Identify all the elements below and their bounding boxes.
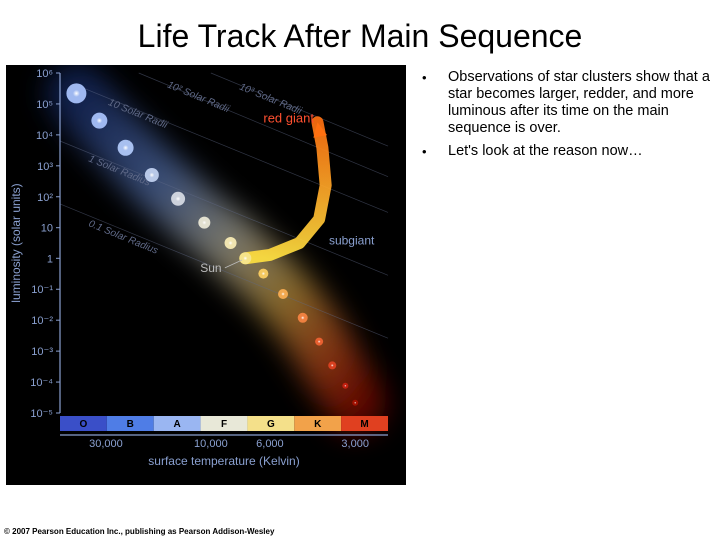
bullet-item: •Let's look at the reason now…	[422, 143, 710, 160]
svg-text:M: M	[360, 419, 368, 430]
bullet-text: Observations of star clusters show that …	[448, 69, 710, 137]
svg-text:10²: 10²	[37, 192, 53, 204]
svg-text:10⁻¹: 10⁻¹	[31, 284, 53, 296]
svg-text:luminosity (solar units): luminosity (solar units)	[9, 183, 23, 302]
svg-text:surface temperature (Kelvin): surface temperature (Kelvin)	[148, 454, 299, 468]
svg-text:1: 1	[47, 253, 53, 265]
svg-text:10⁻⁴: 10⁻⁴	[30, 377, 53, 389]
svg-text:10⁻²: 10⁻²	[31, 315, 53, 327]
bullet-item: •Observations of star clusters show that…	[422, 69, 710, 137]
svg-text:K: K	[314, 419, 322, 430]
svg-text:10⁶: 10⁶	[36, 68, 53, 80]
svg-text:10⁻³: 10⁻³	[31, 346, 53, 358]
svg-text:10⁻⁵: 10⁻⁵	[30, 408, 53, 420]
svg-text:O: O	[80, 419, 88, 430]
svg-text:subgiant: subgiant	[329, 234, 375, 248]
bullet-symbol: •	[422, 143, 448, 160]
svg-text:6,000: 6,000	[256, 438, 284, 450]
svg-text:10,000: 10,000	[194, 438, 228, 450]
svg-text:A: A	[174, 419, 181, 430]
hr-diagram-svg: 10² Solar Radii10³ Solar Radii10 Solar R…	[6, 65, 406, 485]
svg-text:10³: 10³	[37, 161, 53, 173]
svg-text:30,000: 30,000	[89, 438, 123, 450]
svg-text:Sun: Sun	[200, 261, 221, 275]
svg-text:B: B	[127, 419, 134, 430]
svg-text:10⁴: 10⁴	[36, 130, 53, 142]
svg-text:F: F	[221, 419, 227, 430]
copyright-notice: © 2007 Pearson Education Inc., publishin…	[4, 527, 274, 536]
hr-diagram: 10² Solar Radii10³ Solar Radii10 Solar R…	[6, 65, 406, 485]
slide-title: Life Track After Main Sequence	[0, 0, 720, 65]
svg-text:3,000: 3,000	[341, 438, 369, 450]
bullet-text: Let's look at the reason now…	[448, 143, 710, 160]
svg-text:red giant: red giant	[263, 110, 314, 125]
content-row: 10² Solar Radii10³ Solar Radii10 Solar R…	[0, 65, 720, 485]
svg-text:10: 10	[41, 223, 53, 235]
bullet-symbol: •	[422, 69, 448, 137]
svg-text:G: G	[267, 419, 275, 430]
svg-text:10⁵: 10⁵	[36, 99, 53, 111]
bullet-list: •Observations of star clusters show that…	[406, 65, 714, 485]
